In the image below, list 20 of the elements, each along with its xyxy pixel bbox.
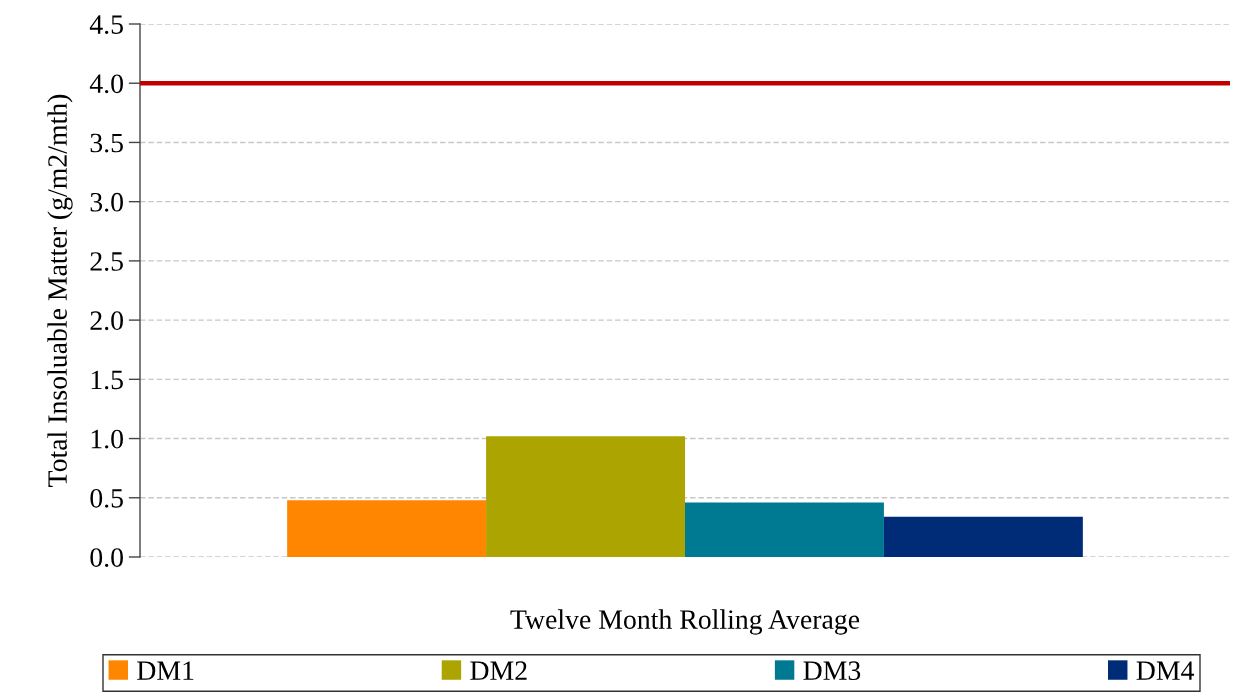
- bar: [486, 436, 685, 557]
- y-tick-label: 3.0: [90, 192, 123, 212]
- y-tick-label: 3.5: [90, 133, 123, 153]
- y-tick-label: 4.5: [89, 15, 123, 35]
- y-tick-label: 1.0: [91, 429, 123, 449]
- bar: [287, 500, 487, 557]
- legend-label: DM3: [803, 661, 861, 681]
- y-tick-label: 0.0: [90, 548, 123, 568]
- y-tick-label: 2.0: [90, 311, 123, 331]
- y-tick-label: 4.0: [89, 74, 123, 94]
- legend-label: DM1: [137, 661, 194, 680]
- bar: [685, 502, 884, 557]
- legend-label: DM2: [470, 661, 527, 680]
- y-axis-title: Total Insoluable Matter (g/m2/mth): [47, 94, 73, 487]
- y-tick-label: 1.5: [91, 370, 123, 390]
- legend-label: DM4: [1136, 661, 1195, 680]
- x-axis-title: Twelve Month Rolling Average: [510, 609, 860, 635]
- y-tick-label: 2.5: [90, 252, 123, 271]
- y-tick-label: 0.5: [90, 488, 123, 508]
- bar: [883, 516, 1083, 557]
